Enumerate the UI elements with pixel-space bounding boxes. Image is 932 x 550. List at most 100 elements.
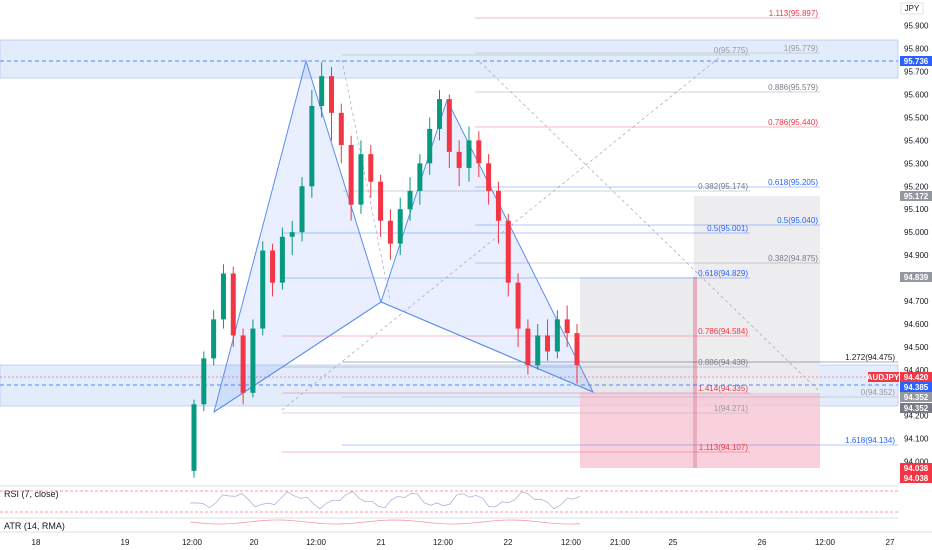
time-tick-5: 21 bbox=[377, 538, 386, 547]
candle-17 bbox=[358, 140, 364, 214]
pattern-triangle-bcd bbox=[380, 98, 595, 393]
time-tick-2: 12:00 bbox=[182, 538, 203, 547]
candles bbox=[191, 62, 580, 478]
candle-38 bbox=[564, 305, 570, 347]
time-tick-9: 21:00 bbox=[610, 538, 631, 547]
fib-label-11: 0.5(95.001) bbox=[707, 224, 748, 233]
price-tag-2: 94.839 bbox=[904, 273, 929, 282]
candle-39 bbox=[574, 323, 580, 384]
time-tick-0: 18 bbox=[32, 538, 41, 547]
fib-layer: 1.113(95.897) 1(95.779) 0.886(95.579) 0.786… bbox=[282, 9, 898, 453]
price-tick-6: 95.300 bbox=[904, 159, 929, 168]
symbol-tag: AUDJPY bbox=[867, 373, 900, 382]
candle-9 bbox=[279, 227, 285, 290]
candle-4 bbox=[230, 266, 236, 347]
candle-22 bbox=[407, 177, 413, 221]
time-axis[interactable]: 18 19 12:00 20 12:00 21 12:00 22 12:00 21:00 25 26 1… bbox=[32, 538, 895, 547]
candle-28 bbox=[466, 126, 472, 182]
candle-30 bbox=[486, 154, 492, 205]
price-tick-12: 94.700 bbox=[904, 297, 929, 306]
currency-label: JPY bbox=[905, 4, 920, 13]
fib-label-16: 1(94.271) bbox=[714, 404, 749, 413]
price-tick-14: 94.500 bbox=[904, 343, 929, 352]
rsi-line bbox=[189, 490, 581, 510]
candle-0 bbox=[191, 399, 197, 478]
price-tag-8: 94.038 bbox=[904, 474, 929, 483]
price-tick-19: 94.000 bbox=[904, 458, 929, 467]
pattern-triangle-xab bbox=[213, 59, 382, 414]
time-tick-4: 12:00 bbox=[306, 538, 327, 547]
candle-36 bbox=[545, 319, 551, 361]
price-tag-0: 95.736 bbox=[904, 57, 929, 66]
candle-7 bbox=[260, 241, 266, 336]
candle-27 bbox=[456, 140, 462, 187]
stop-box-pink bbox=[580, 393, 820, 468]
price-tag-3: 94.420 bbox=[904, 373, 929, 382]
currency-box bbox=[900, 2, 924, 15]
candle-33 bbox=[515, 273, 521, 347]
fib-label-15: 1.414(94.335) bbox=[698, 384, 748, 393]
price-tick-8: 95.100 bbox=[904, 205, 929, 214]
price-tick-3: 95.600 bbox=[904, 90, 929, 99]
candle-37 bbox=[554, 310, 560, 359]
atr-line bbox=[189, 519, 581, 525]
symbol-tag-bg bbox=[868, 372, 899, 382]
fib-label-5: 0.5(95.040) bbox=[777, 216, 818, 225]
price-tick-18: 94.100 bbox=[904, 435, 929, 444]
time-tick-3: 20 bbox=[250, 538, 259, 547]
price-ticks: 95.900 95.800 95.700 95.600 95.500 95.400 95.3… bbox=[904, 22, 929, 467]
price-tag-bg-6 bbox=[900, 403, 932, 413]
candle-25 bbox=[437, 89, 443, 141]
candle-23 bbox=[417, 154, 423, 205]
harmonic-pattern bbox=[213, 56, 821, 414]
price-tag-bg-8 bbox=[900, 473, 932, 483]
rsi-label: RSI (7, close) bbox=[4, 489, 59, 499]
price-tick-13: 94.600 bbox=[904, 320, 929, 329]
fib-label-2: 0.886(95.579) bbox=[768, 83, 818, 92]
price-tags: 95.73695.17294.83994.42094.38594.35294.3… bbox=[867, 56, 932, 483]
candle-2 bbox=[211, 310, 217, 366]
stop-box-strip bbox=[693, 277, 697, 468]
price-tag-1: 95.172 bbox=[904, 192, 929, 201]
candle-26 bbox=[446, 94, 452, 168]
pattern-guide-2 bbox=[281, 56, 721, 411]
fib-label-14: 0.886(94.438) bbox=[698, 358, 748, 367]
fib-label-0: 1.113(95.897) bbox=[769, 9, 819, 18]
pattern-leg-xb bbox=[213, 301, 382, 413]
price-tick-15: 94.400 bbox=[904, 366, 929, 375]
candle-21 bbox=[397, 197, 403, 256]
fib-label-1: 1(95.779) bbox=[784, 44, 819, 53]
candle-24 bbox=[427, 117, 433, 175]
candle-29 bbox=[476, 131, 482, 178]
price-tick-5: 95.400 bbox=[904, 136, 929, 145]
atr-label: ATR (14, RMA) bbox=[4, 521, 65, 531]
candle-32 bbox=[505, 213, 511, 297]
candle-11 bbox=[299, 177, 305, 242]
price-axis[interactable] bbox=[898, 0, 932, 532]
candle-3 bbox=[220, 264, 226, 329]
price-tick-4: 95.500 bbox=[904, 113, 929, 122]
candle-19 bbox=[378, 174, 384, 237]
time-tick-7: 22 bbox=[504, 538, 513, 547]
price-tag-bg-4 bbox=[900, 382, 932, 392]
price-tag-7: 94.038 bbox=[904, 464, 929, 473]
candle-20 bbox=[387, 209, 393, 260]
candle-10 bbox=[289, 220, 295, 256]
pattern-leg-bd bbox=[380, 301, 594, 393]
price-tick-0: 95.900 bbox=[904, 22, 929, 31]
price-tick-9: 95.000 bbox=[904, 228, 929, 237]
price-tag-bg-1 bbox=[900, 191, 932, 201]
candle-14 bbox=[328, 66, 334, 141]
price-tag-bg-0 bbox=[900, 56, 932, 66]
time-tick-11: 26 bbox=[758, 538, 767, 547]
pattern-guide-1 bbox=[341, 59, 391, 301]
time-tick-10: 25 bbox=[669, 538, 678, 547]
candle-35 bbox=[535, 323, 541, 370]
fib-label-7: 1.272(94.475) bbox=[845, 353, 895, 362]
fib-label-3: 0.786(95.440) bbox=[768, 118, 818, 127]
target-box-gray-2 bbox=[580, 277, 698, 392]
fib-label-10: 0.382(95.174) bbox=[698, 182, 748, 191]
price-tick-2: 95.700 bbox=[904, 68, 929, 77]
candle-6 bbox=[250, 319, 256, 398]
